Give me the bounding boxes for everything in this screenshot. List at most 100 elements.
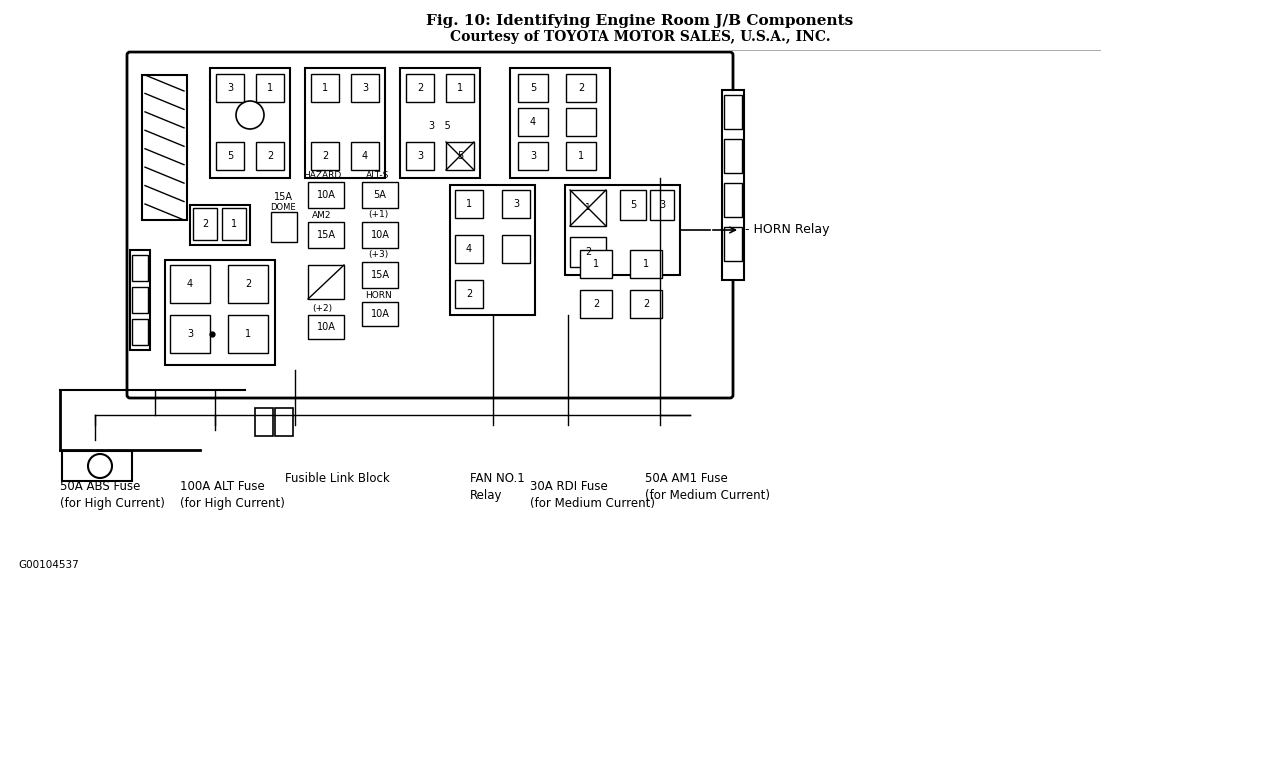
- Text: 3: 3: [227, 83, 233, 93]
- Text: 10A: 10A: [371, 309, 389, 319]
- Text: G00104537: G00104537: [18, 560, 79, 570]
- Bar: [445, 142, 474, 170]
- Bar: [221, 208, 246, 240]
- Bar: [61, 451, 132, 481]
- Bar: [193, 208, 218, 240]
- Text: 10A: 10A: [316, 190, 335, 200]
- Text: 4: 4: [466, 244, 472, 254]
- Bar: [451, 185, 535, 315]
- Bar: [399, 68, 480, 178]
- Text: Courtesy of TOYOTA MOTOR SALES, U.S.A., INC.: Courtesy of TOYOTA MOTOR SALES, U.S.A., …: [449, 30, 831, 44]
- Text: 2: 2: [593, 299, 599, 309]
- Bar: [308, 315, 344, 339]
- Text: 15A: 15A: [370, 270, 389, 280]
- Text: 1: 1: [579, 151, 584, 161]
- Bar: [406, 74, 434, 102]
- Text: 1: 1: [466, 199, 472, 209]
- Text: 1: 1: [457, 83, 463, 93]
- Text: 2: 2: [266, 151, 273, 161]
- Text: (+2): (+2): [312, 303, 332, 313]
- Text: 2: 2: [244, 279, 251, 289]
- Bar: [630, 250, 662, 278]
- Bar: [454, 280, 483, 308]
- Bar: [170, 315, 210, 353]
- Text: 3: 3: [187, 329, 193, 339]
- Bar: [570, 190, 605, 226]
- Text: 5: 5: [530, 83, 536, 93]
- Text: Fig. 10: Identifying Engine Room J/B Components: Fig. 10: Identifying Engine Room J/B Com…: [426, 14, 854, 28]
- Bar: [724, 139, 742, 173]
- Text: HAZARD: HAZARD: [303, 170, 342, 180]
- Text: 5A: 5A: [374, 190, 387, 200]
- Bar: [165, 260, 275, 365]
- Bar: [362, 262, 398, 288]
- Bar: [210, 68, 291, 178]
- Bar: [308, 222, 344, 248]
- Bar: [351, 74, 379, 102]
- Text: ALT-S: ALT-S: [366, 170, 389, 180]
- Bar: [502, 235, 530, 263]
- Bar: [570, 237, 605, 267]
- Text: 3: 3: [362, 83, 369, 93]
- Bar: [580, 250, 612, 278]
- Text: (+1): (+1): [367, 210, 388, 220]
- Text: 1: 1: [268, 83, 273, 93]
- Text: AM2: AM2: [312, 210, 332, 220]
- Bar: [132, 255, 148, 281]
- Text: 4: 4: [187, 279, 193, 289]
- Bar: [580, 290, 612, 318]
- Bar: [132, 319, 148, 345]
- Text: FAN NO.1
Relay: FAN NO.1 Relay: [470, 472, 525, 502]
- FancyBboxPatch shape: [127, 52, 733, 398]
- Bar: [255, 408, 273, 436]
- Text: 1: 1: [593, 259, 599, 269]
- Bar: [518, 74, 548, 102]
- Text: 1: 1: [643, 259, 649, 269]
- Bar: [308, 265, 344, 299]
- Text: 5: 5: [457, 151, 463, 161]
- Text: - HORN Relay: - HORN Relay: [745, 223, 829, 237]
- Bar: [362, 182, 398, 208]
- Text: 10A: 10A: [371, 230, 389, 240]
- Text: HORN: HORN: [365, 290, 392, 300]
- Text: DOME: DOME: [270, 203, 296, 211]
- Bar: [630, 290, 662, 318]
- Bar: [724, 95, 742, 129]
- Bar: [305, 68, 385, 178]
- Bar: [518, 108, 548, 136]
- Text: 1: 1: [244, 329, 251, 339]
- Text: 30A RDI Fuse
(for Medium Current): 30A RDI Fuse (for Medium Current): [530, 480, 655, 510]
- Bar: [216, 74, 244, 102]
- Bar: [620, 190, 646, 220]
- Text: 15A: 15A: [316, 230, 335, 240]
- Bar: [275, 408, 293, 436]
- Text: 3   5: 3 5: [429, 121, 451, 131]
- Bar: [724, 227, 742, 261]
- Text: 15A: 15A: [274, 192, 293, 202]
- Bar: [142, 75, 187, 220]
- Bar: [351, 142, 379, 170]
- Text: 100A ALT Fuse
(for High Current): 100A ALT Fuse (for High Current): [180, 480, 285, 510]
- Text: 2: 2: [417, 83, 424, 93]
- Text: 50A ABS Fuse
(for High Current): 50A ABS Fuse (for High Current): [60, 480, 165, 510]
- Text: 5: 5: [630, 200, 636, 210]
- Bar: [132, 287, 148, 313]
- Text: 3: 3: [530, 151, 536, 161]
- Bar: [362, 222, 398, 248]
- Bar: [189, 205, 250, 245]
- Text: 4: 4: [362, 151, 369, 161]
- Text: (+3): (+3): [367, 250, 388, 260]
- Text: 2: 2: [321, 151, 328, 161]
- Bar: [311, 142, 339, 170]
- Text: 50A AM1 Fuse
(for Medium Current): 50A AM1 Fuse (for Medium Current): [645, 472, 771, 502]
- Text: 2: 2: [466, 289, 472, 299]
- Bar: [650, 190, 675, 220]
- Bar: [311, 74, 339, 102]
- Text: Fusible Link Block: Fusible Link Block: [285, 472, 389, 485]
- Text: 3: 3: [513, 199, 520, 209]
- Bar: [256, 142, 284, 170]
- Text: 1: 1: [585, 204, 591, 213]
- Text: 10A: 10A: [316, 322, 335, 332]
- Bar: [518, 142, 548, 170]
- Bar: [406, 142, 434, 170]
